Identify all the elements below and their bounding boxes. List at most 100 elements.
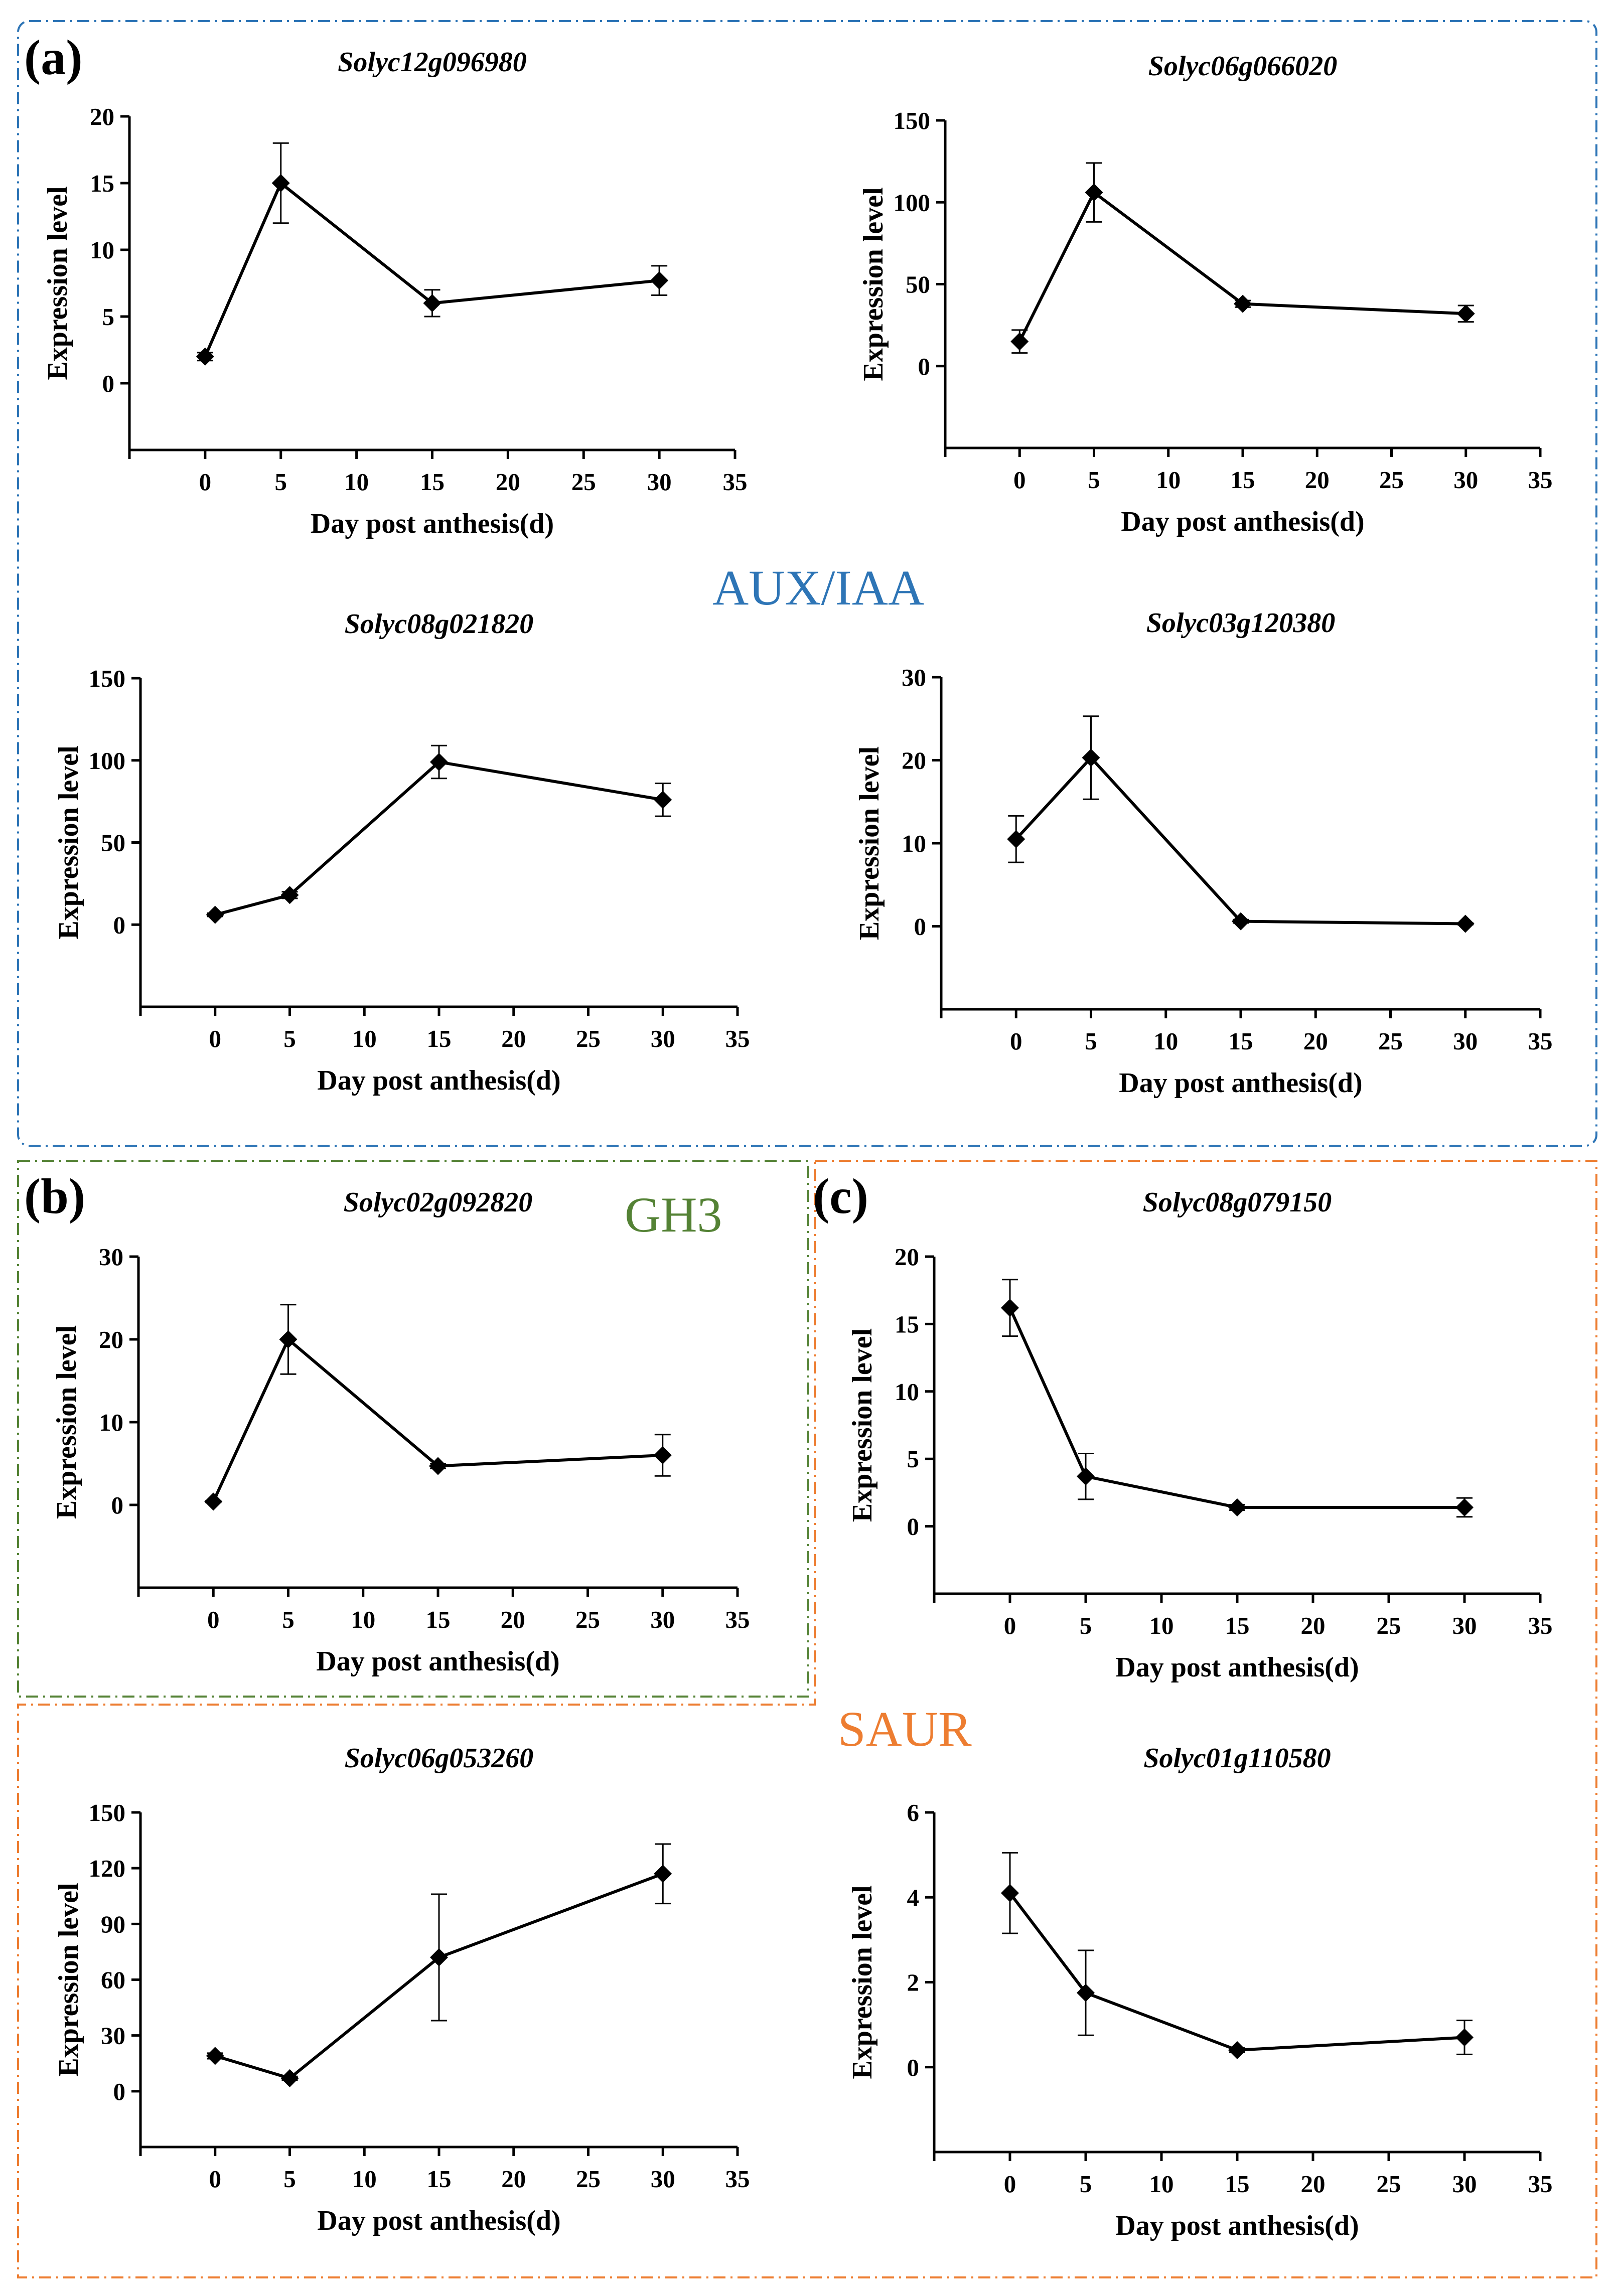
y-tick-label: 0 [918, 353, 931, 380]
data-point [654, 1865, 672, 1883]
x-tick-label: 10 [1149, 1612, 1174, 1639]
data-point [430, 1948, 448, 1967]
x-tick-label: 25 [576, 2165, 601, 2193]
x-tick-label: 30 [1452, 1612, 1477, 1639]
x-tick-label: 35 [1528, 466, 1553, 494]
x-tick-label: 15 [426, 1606, 451, 1633]
x-tick-label: 15 [1225, 1612, 1250, 1639]
x-tick-label: 0 [1004, 2170, 1016, 2198]
y-tick-label: 10 [902, 830, 926, 857]
x-tick-label: 15 [1231, 466, 1255, 494]
chart-title: Solyc08g079150 [1143, 1187, 1332, 1218]
x-tick-label: 0 [209, 2165, 222, 2193]
series-line [214, 1872, 664, 2080]
y-tick-label: 60 [101, 1966, 125, 1994]
x-tick-label: 35 [1528, 1027, 1553, 1055]
data-point [1007, 830, 1025, 848]
chart-Solyc12g096980: Solyc12g096980 0 5 10 15 20 0 5 10 15 20 25 30 35 Day … [42, 47, 748, 539]
chart-Solyc03g120380: Solyc03g120380 0 10 20 30 0 5 10 15 20 25 30 35 Day p… [854, 607, 1553, 1099]
x-tick-label: 5 [1080, 2170, 1092, 2198]
y-tick-label: 150 [894, 107, 931, 134]
y-tick-label: 10 [99, 1409, 123, 1436]
x-tick-label: 35 [725, 1025, 750, 1052]
panel-label-c: (c) [813, 1168, 868, 1224]
y-tick-label: 2 [907, 1969, 920, 1997]
x-tick-label: 0 [207, 1606, 220, 1633]
y-axis-label: Expression level [42, 186, 73, 380]
x-tick-label: 30 [651, 2165, 675, 2193]
x-tick-label: 30 [650, 1606, 675, 1633]
series-line [212, 1337, 663, 1502]
y-axis-label: Expression level [858, 187, 889, 381]
y-tick-label: 0 [907, 1513, 920, 1541]
y-axis-label: Expression level [51, 1325, 82, 1519]
x-tick-label: 30 [651, 1025, 675, 1052]
x-tick-label: 10 [1153, 1027, 1178, 1055]
y-tick-label: 10 [895, 1378, 919, 1406]
data-point [204, 1492, 223, 1511]
x-tick-label: 20 [496, 468, 520, 496]
y-tick-label: 20 [99, 1326, 123, 1353]
y-tick-label: 120 [89, 1855, 126, 1882]
x-tick-label: 5 [1085, 1027, 1097, 1055]
x-tick-label: 25 [1378, 1027, 1403, 1055]
chart-title: Solyc01g110580 [1143, 1743, 1331, 1774]
x-tick-label: 5 [1088, 466, 1100, 494]
chart-title: Solyc06g066020 [1148, 51, 1337, 82]
x-axis-label: Day post anthesis(d) [1121, 506, 1364, 537]
x-tick-label: 15 [427, 1025, 452, 1052]
x-tick-label: 30 [1453, 466, 1478, 494]
y-tick-label: 6 [907, 1799, 920, 1826]
y-tick-label: 30 [101, 2022, 125, 2050]
x-tick-label: 35 [1528, 2170, 1553, 2198]
panel-label-b: (b) [24, 1168, 85, 1224]
x-tick-label: 20 [1301, 1612, 1326, 1639]
data-point [1232, 912, 1250, 931]
data-point [1001, 1884, 1019, 1902]
x-tick-label: 30 [647, 468, 672, 496]
data-point [280, 886, 299, 904]
x-tick-label: 10 [1156, 466, 1181, 494]
y-tick-label: 15 [90, 170, 114, 197]
x-tick-label: 15 [427, 2165, 452, 2193]
y-tick-label: 20 [90, 103, 114, 130]
x-tick-label: 0 [199, 468, 212, 496]
y-axis-label: Expression level [854, 746, 885, 940]
y-tick-label: 5 [907, 1445, 920, 1473]
y-tick-label: 50 [101, 829, 125, 857]
chart-Solyc01g110580: Solyc01g110580 0 2 4 6 0 5 10 15 20 25 30 35 Day post… [847, 1743, 1553, 2241]
x-tick-label: 10 [344, 468, 369, 496]
series-line [1015, 755, 1465, 926]
y-tick-label: 0 [111, 1491, 124, 1519]
x-tick-label: 20 [1305, 466, 1330, 494]
x-tick-label: 5 [282, 1606, 295, 1633]
x-axis-label: Day post anthesis(d) [311, 508, 554, 539]
data-point [1228, 1498, 1246, 1516]
data-point [653, 1446, 672, 1464]
data-point [1455, 2028, 1474, 2047]
y-axis-label: Expression level [847, 1885, 878, 2079]
series-line [1008, 1307, 1464, 1509]
y-axis-label: Expression level [847, 1328, 878, 1522]
x-axis-label: Day post anthesis(d) [317, 1065, 560, 1096]
series-line [204, 181, 660, 357]
y-tick-label: 0 [113, 911, 126, 939]
chart-title: Solyc03g120380 [1146, 607, 1335, 639]
y-tick-label: 4 [907, 1884, 920, 1911]
x-tick-label: 20 [501, 2165, 526, 2193]
x-tick-label: 15 [1225, 2170, 1250, 2198]
chart-Solyc06g066020: Solyc06g066020 0 50 100 150 0 5 10 15 20 25 30 35 Day… [858, 51, 1553, 537]
y-axis-label: Expression level [53, 745, 84, 939]
x-axis-label: Day post anthesis(d) [1115, 1652, 1359, 1683]
saur-label: SAUR [838, 1701, 972, 1757]
gh3-group-box [17, 1160, 809, 1698]
x-tick-label: 15 [1229, 1027, 1253, 1055]
series-line [1008, 1892, 1465, 2052]
data-point [1228, 2041, 1246, 2059]
data-point [430, 753, 448, 772]
y-tick-label: 0 [907, 2054, 920, 2081]
y-tick-label: 20 [895, 1243, 919, 1271]
x-tick-label: 25 [575, 1606, 600, 1633]
x-tick-label: 10 [1149, 2170, 1174, 2198]
x-tick-label: 35 [725, 2165, 750, 2193]
